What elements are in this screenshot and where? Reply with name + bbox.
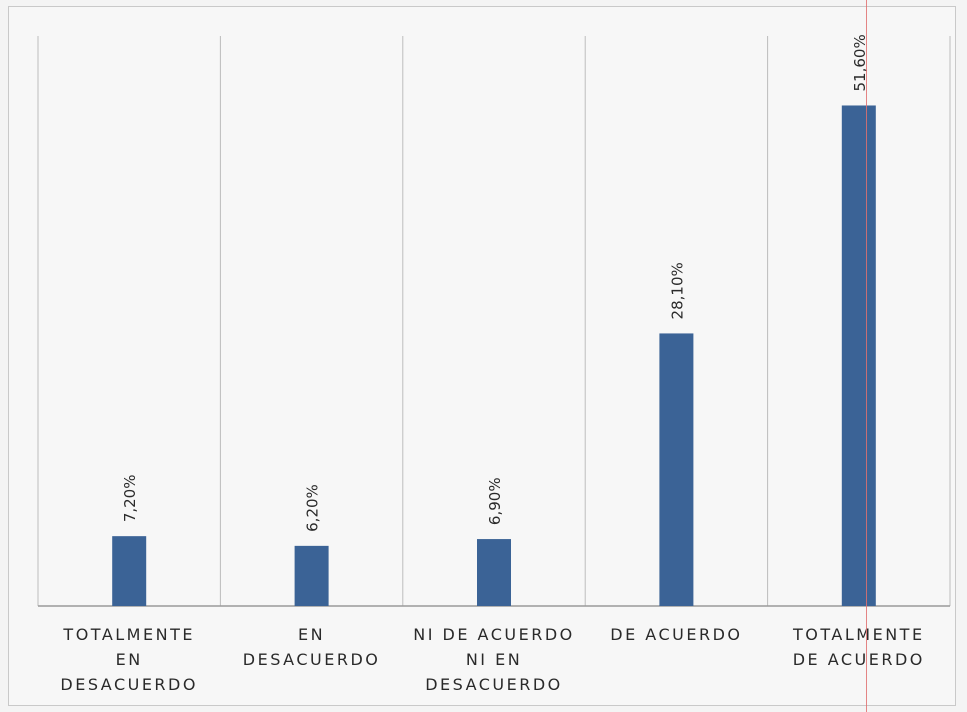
category-label-line: NI EN	[404, 647, 584, 672]
bar	[112, 536, 146, 606]
category-label-line: DE ACUERDO	[586, 622, 766, 647]
bar	[659, 333, 693, 606]
data-label: 28,10%	[668, 262, 686, 319]
category-label-line: DESACUERDO	[222, 647, 402, 672]
category-label-line: DESACUERDO	[39, 672, 219, 697]
category-label-line: EN	[39, 647, 219, 672]
category-label-line: DESACUERDO	[404, 672, 584, 697]
bar	[295, 546, 329, 606]
bar	[477, 539, 511, 606]
category-label-line: TOTALMENTE	[769, 622, 949, 647]
category-label-line: EN	[222, 622, 402, 647]
category-label-line: DE ACUERDO	[769, 647, 949, 672]
bar	[842, 105, 876, 606]
data-label: 7,20%	[121, 475, 139, 523]
data-label: 6,20%	[304, 484, 322, 532]
category-label-line: NI DE ACUERDO	[404, 622, 584, 647]
category-label: NI DE ACUERDO NI EN DESACUERDO	[404, 622, 584, 697]
category-label: EN DESACUERDO	[222, 622, 402, 672]
category-label-line: TOTALMENTE	[39, 622, 219, 647]
category-label: DE ACUERDO	[586, 622, 766, 647]
category-label: TOTALMENTE DE ACUERDO	[769, 622, 949, 672]
category-label: TOTALMENTE EN DESACUERDO	[39, 622, 219, 697]
red-marker-line	[866, 0, 867, 712]
data-label: 6,90%	[486, 477, 504, 525]
